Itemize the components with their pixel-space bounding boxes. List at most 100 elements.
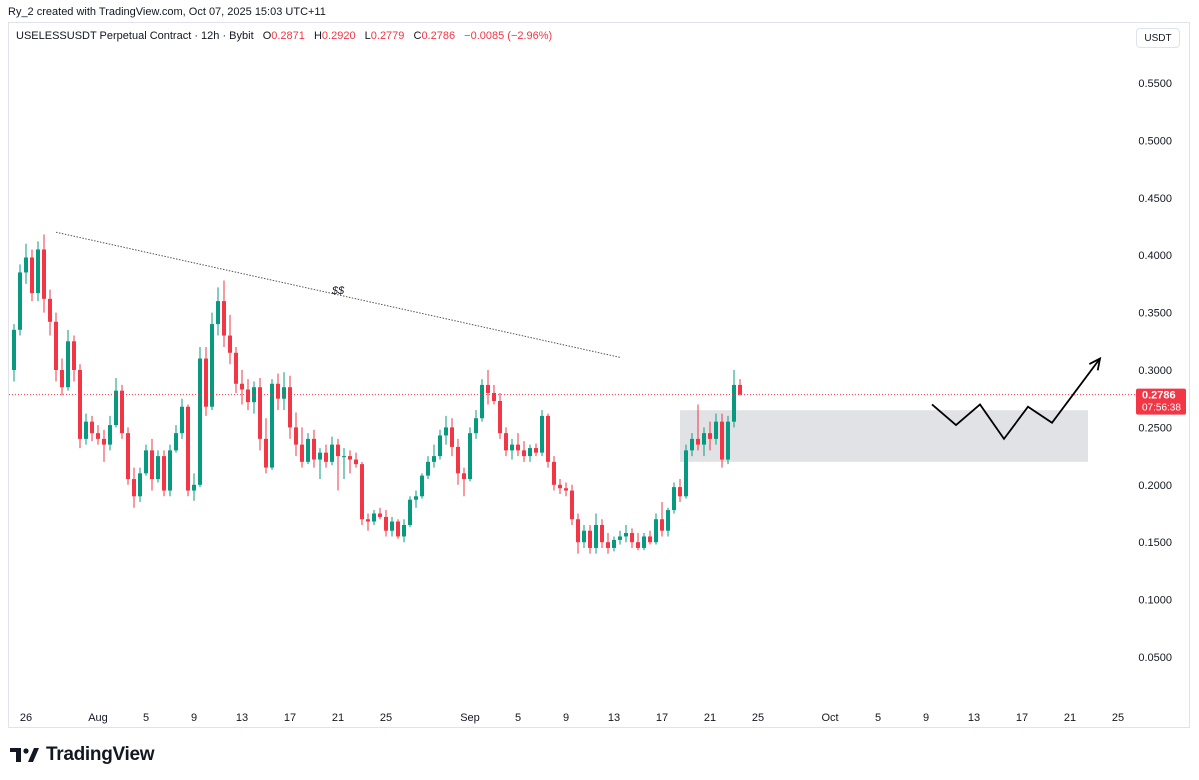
candle-body	[474, 418, 478, 434]
x-tick-label: Aug	[88, 712, 108, 724]
candle-body	[432, 456, 436, 462]
candle-body	[294, 427, 298, 445]
candle-body	[660, 519, 664, 531]
x-tick-label: 17	[1016, 712, 1028, 724]
candle	[18, 264, 22, 336]
candle	[402, 519, 406, 543]
y-tick-label: 0.2500	[1138, 422, 1172, 434]
candle-body	[156, 456, 160, 480]
candle	[126, 427, 130, 485]
candle-body	[654, 519, 658, 543]
candle-body	[258, 387, 262, 439]
candle-body	[138, 473, 142, 497]
candle	[534, 443, 538, 457]
candle-body	[612, 539, 616, 548]
candle	[612, 536, 616, 552]
x-tick-label: 9	[191, 712, 197, 724]
y-tick-label: 0.3500	[1138, 308, 1172, 320]
candle-body	[204, 358, 208, 407]
candle-body	[180, 406, 184, 434]
candle	[672, 482, 676, 514]
candle-body	[342, 456, 346, 458]
x-tick-label: 17	[284, 712, 296, 724]
candle	[102, 429, 106, 462]
candle	[498, 392, 502, 439]
candle	[12, 324, 16, 382]
candle	[726, 415, 730, 465]
currency-button[interactable]: USDT	[1136, 28, 1180, 48]
candle-body	[54, 321, 58, 370]
candle-body	[408, 499, 412, 525]
candle	[96, 425, 100, 445]
candle-body	[444, 427, 448, 436]
candle	[396, 519, 400, 539]
candle	[216, 287, 220, 336]
x-tick-label: 21	[1064, 712, 1076, 724]
legend-low-label: L	[364, 30, 371, 42]
candle	[234, 347, 238, 393]
legend-open-label: O	[262, 30, 272, 42]
candle-body	[360, 464, 364, 520]
candle-body	[300, 444, 304, 462]
candle-body	[12, 329, 16, 370]
candle-body	[330, 444, 334, 462]
candle-body	[30, 257, 34, 294]
candle-body	[540, 415, 544, 453]
candle-body	[528, 448, 532, 457]
candle-body	[642, 536, 646, 548]
candle	[624, 524, 628, 543]
candle	[438, 429, 442, 460]
candle	[432, 444, 436, 468]
candle-body	[18, 272, 22, 330]
candle-body	[438, 435, 442, 457]
candle-body	[690, 438, 694, 451]
candle	[528, 444, 532, 462]
candle-body	[534, 448, 538, 453]
candle	[258, 378, 262, 451]
candle-body	[720, 421, 724, 460]
candle-body	[246, 389, 250, 403]
candle-body	[588, 530, 592, 548]
candle	[90, 415, 94, 442]
x-tick-label: 5	[143, 712, 149, 724]
legend-change: −0.0085 (−2.96%)	[464, 30, 553, 42]
brand[interactable]: TradingView	[10, 744, 155, 766]
candle	[546, 413, 550, 468]
last-price-badge	[1136, 388, 1186, 415]
candle	[450, 418, 454, 457]
candle	[150, 438, 154, 491]
candle	[222, 280, 226, 348]
candle-body	[546, 415, 550, 462]
projection-path	[931, 357, 1101, 441]
y-tick-label: 0.2000	[1138, 480, 1172, 492]
legend-close-label: C	[413, 30, 422, 42]
legend-high-label: H	[313, 30, 322, 42]
legend-symbol[interactable]: USELESSUSDT Perpetual Contract · 12h · B…	[16, 30, 254, 42]
candle-body	[306, 438, 310, 462]
candle	[600, 519, 604, 548]
candle	[468, 427, 472, 482]
last-price-countdown: 07:56:38	[1142, 403, 1181, 414]
candle-body	[702, 433, 706, 445]
candle	[288, 375, 292, 439]
candle	[330, 436, 334, 466]
candle	[390, 516, 394, 537]
candle	[462, 467, 466, 497]
y-tick-label: 0.0500	[1138, 652, 1172, 664]
candle-body	[570, 490, 574, 520]
candle	[420, 473, 424, 499]
candle-body	[684, 450, 688, 497]
candle	[36, 241, 40, 302]
x-tick-label: 9	[563, 712, 569, 724]
candle-body	[270, 383, 274, 468]
last-price-value: 0.2786	[1142, 390, 1176, 402]
candle	[660, 502, 664, 537]
candle-body	[72, 341, 76, 370]
candle-body	[192, 484, 196, 491]
candle-body	[426, 461, 430, 476]
support-zone	[680, 410, 1088, 462]
candle	[270, 379, 274, 470]
candle	[636, 533, 640, 551]
candle-body	[462, 473, 466, 480]
